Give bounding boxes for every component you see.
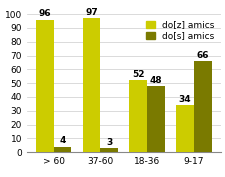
Text: 3: 3: [106, 138, 112, 147]
Text: 97: 97: [85, 8, 98, 17]
Bar: [83, 18, 100, 152]
Bar: [129, 80, 147, 152]
Bar: [176, 105, 194, 152]
Text: 4: 4: [59, 136, 66, 145]
Text: 66: 66: [197, 51, 209, 60]
Text: 96: 96: [38, 9, 51, 18]
Text: 52: 52: [132, 70, 144, 79]
Bar: [100, 148, 118, 152]
Text: 34: 34: [179, 95, 191, 104]
Text: 48: 48: [150, 76, 162, 85]
Bar: [54, 147, 71, 152]
Bar: [36, 20, 54, 152]
Bar: [147, 86, 165, 152]
Legend: do[z] amics, do[s] amics: do[z] amics, do[s] amics: [144, 19, 216, 42]
Bar: [194, 61, 212, 152]
